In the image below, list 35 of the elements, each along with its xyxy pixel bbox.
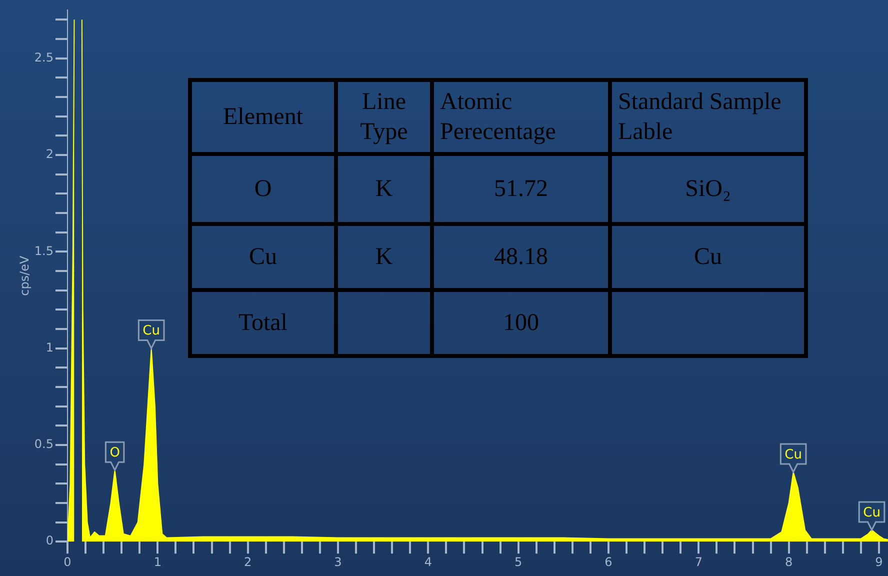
annotation: Cu	[784, 447, 802, 462]
annotation: K	[336, 154, 432, 224]
annotation: K	[336, 224, 432, 290]
annotation: Cu	[863, 505, 880, 520]
x-tick-label: 6	[604, 554, 612, 569]
y-tick-label: 2	[46, 147, 54, 162]
annotation: 48.18	[432, 224, 610, 290]
x-tick-label: 3	[334, 554, 342, 569]
annotation: Cu	[190, 224, 336, 290]
x-tick-label: 8	[784, 554, 793, 569]
annotation: Cu	[610, 224, 806, 290]
y-tick-label: 2.5	[34, 50, 54, 64]
x-tick-label: 7	[694, 554, 702, 569]
x-tick-label: 1	[154, 554, 162, 569]
annotation: Element	[190, 80, 336, 154]
x-tick-label: 2	[244, 554, 252, 569]
annotation: Cu	[142, 324, 160, 339]
annotation: 100	[432, 290, 610, 356]
annotation: Standard Sample Lable	[610, 80, 806, 154]
annotation: Atomic Perecentage	[432, 80, 610, 154]
annotation: Line Type	[336, 80, 432, 154]
y-axis-title: cps/eV	[17, 254, 32, 296]
y-tick-label: 1.5	[34, 244, 54, 258]
y-tick-label: 1	[46, 340, 54, 354]
y-tick-label: 0.5	[34, 437, 54, 452]
annotation: 51.72	[432, 154, 610, 224]
annotation: SiO₂	[610, 154, 806, 224]
x-tick-label: 4	[424, 554, 432, 569]
x-tick-label: 0	[64, 554, 72, 569]
annotation: O	[190, 154, 336, 224]
annotation: Total	[190, 290, 336, 356]
annotation: O	[110, 445, 120, 460]
x-tick-label: 9	[875, 554, 883, 569]
x-tick-label: 5	[514, 554, 522, 569]
y-tick-label: 0	[46, 534, 54, 548]
